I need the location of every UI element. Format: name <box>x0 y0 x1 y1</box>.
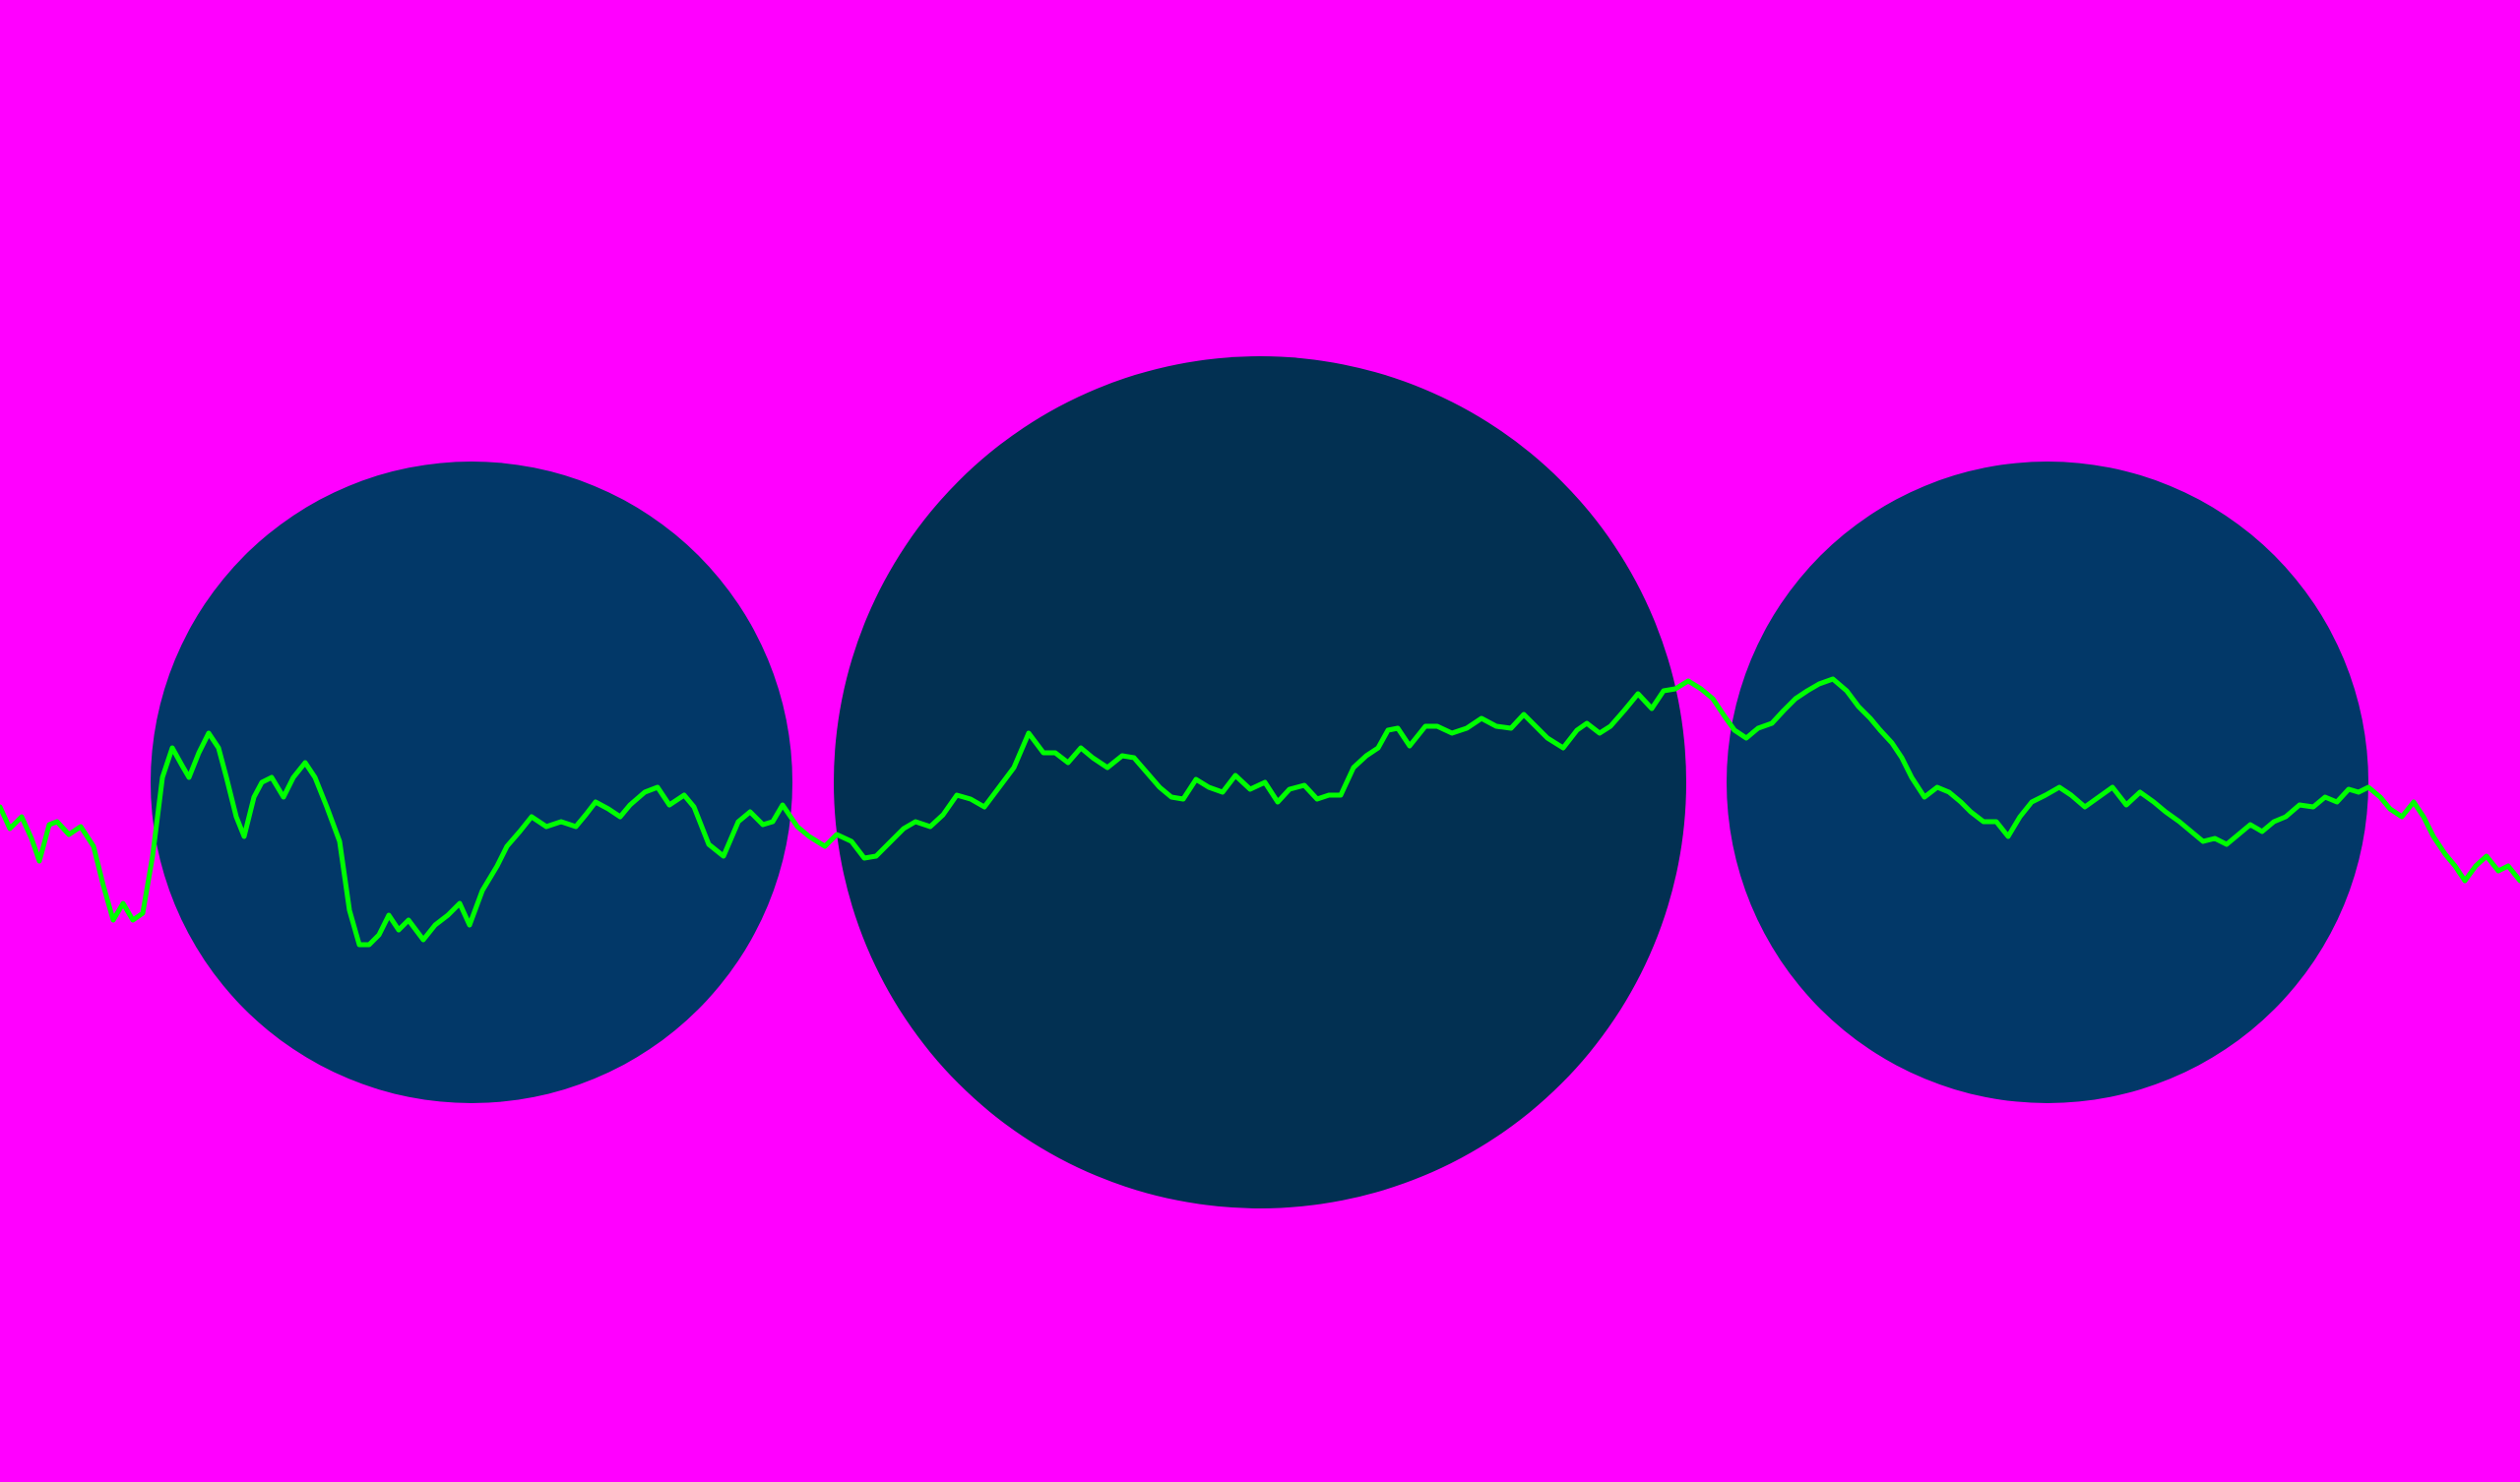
circle-left <box>151 462 792 1103</box>
waveform-line <box>0 676 2520 948</box>
circle-right <box>1727 462 2368 1103</box>
